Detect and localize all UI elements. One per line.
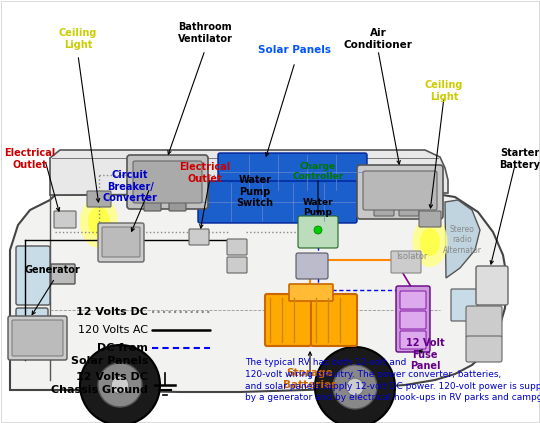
- FancyBboxPatch shape: [396, 286, 430, 352]
- Text: Stereo
radio
Alternator: Stereo radio Alternator: [442, 225, 482, 255]
- FancyBboxPatch shape: [399, 204, 419, 216]
- Text: DC from: DC from: [97, 343, 148, 353]
- FancyBboxPatch shape: [16, 246, 50, 305]
- Text: Solar Panels: Solar Panels: [71, 356, 148, 366]
- FancyBboxPatch shape: [419, 211, 441, 227]
- FancyBboxPatch shape: [198, 181, 357, 223]
- Text: Chassis Ground: Chassis Ground: [51, 385, 148, 395]
- Text: The typical RV has both 12-volt and
120-volt wiring circuitry. The power convert: The typical RV has both 12-volt and 120-…: [245, 358, 540, 402]
- FancyBboxPatch shape: [169, 199, 186, 211]
- FancyBboxPatch shape: [227, 239, 247, 255]
- FancyBboxPatch shape: [189, 229, 209, 245]
- Text: Air
Conditioner: Air Conditioner: [343, 28, 413, 49]
- Text: Charge
Controller: Charge Controller: [293, 162, 343, 181]
- FancyBboxPatch shape: [54, 211, 76, 228]
- FancyBboxPatch shape: [400, 311, 426, 329]
- FancyBboxPatch shape: [98, 223, 144, 262]
- Text: 12 Volt
Fuse
Panel: 12 Volt Fuse Panel: [406, 338, 444, 371]
- Circle shape: [315, 347, 395, 423]
- FancyBboxPatch shape: [16, 308, 48, 357]
- Text: 12 Volts DC: 12 Volts DC: [76, 307, 148, 317]
- Circle shape: [346, 378, 364, 396]
- Polygon shape: [50, 150, 448, 195]
- FancyBboxPatch shape: [363, 171, 437, 210]
- Text: Solar Panels: Solar Panels: [259, 45, 332, 55]
- FancyBboxPatch shape: [51, 264, 75, 284]
- FancyBboxPatch shape: [466, 306, 502, 338]
- FancyBboxPatch shape: [466, 336, 502, 362]
- Polygon shape: [445, 200, 480, 278]
- FancyBboxPatch shape: [391, 251, 421, 273]
- Text: Electrical
Outlet: Electrical Outlet: [4, 148, 56, 170]
- FancyBboxPatch shape: [476, 266, 508, 305]
- FancyBboxPatch shape: [296, 253, 328, 279]
- Text: Electrical
Outlet: Electrical Outlet: [179, 162, 231, 184]
- FancyBboxPatch shape: [289, 284, 333, 301]
- Text: 120 Volts AC: 120 Volts AC: [78, 325, 148, 335]
- Circle shape: [80, 345, 160, 423]
- Polygon shape: [10, 193, 507, 392]
- FancyBboxPatch shape: [218, 153, 367, 192]
- FancyBboxPatch shape: [357, 165, 443, 219]
- Text: Starter
Battery: Starter Battery: [500, 148, 540, 170]
- Text: Water
Pump
Switch: Water Pump Switch: [237, 175, 273, 208]
- FancyBboxPatch shape: [400, 331, 426, 349]
- Text: Generator: Generator: [24, 265, 80, 275]
- FancyBboxPatch shape: [8, 316, 67, 360]
- FancyBboxPatch shape: [311, 294, 357, 346]
- FancyBboxPatch shape: [12, 320, 63, 356]
- Text: 12 Volts DC: 12 Volts DC: [76, 372, 148, 382]
- FancyBboxPatch shape: [451, 289, 478, 321]
- Ellipse shape: [413, 217, 448, 267]
- FancyBboxPatch shape: [265, 294, 311, 346]
- FancyBboxPatch shape: [400, 291, 426, 309]
- Text: Bathroom
Ventilator: Bathroom Ventilator: [178, 22, 232, 44]
- Circle shape: [111, 376, 129, 394]
- FancyBboxPatch shape: [298, 216, 338, 248]
- Text: Ceiling
Light: Ceiling Light: [59, 28, 97, 49]
- Text: Ceiling
Light: Ceiling Light: [425, 80, 463, 102]
- FancyBboxPatch shape: [87, 191, 111, 207]
- Circle shape: [98, 363, 142, 407]
- Text: Circuit
Breaker/
Converter: Circuit Breaker/ Converter: [103, 170, 158, 203]
- Circle shape: [314, 226, 322, 234]
- FancyBboxPatch shape: [102, 227, 140, 257]
- Ellipse shape: [420, 228, 440, 256]
- FancyBboxPatch shape: [144, 199, 161, 211]
- Ellipse shape: [80, 196, 118, 248]
- FancyBboxPatch shape: [127, 155, 208, 209]
- Circle shape: [333, 365, 377, 409]
- Ellipse shape: [88, 207, 110, 237]
- FancyBboxPatch shape: [133, 161, 202, 203]
- Text: Storage
Batteries: Storage Batteries: [283, 368, 337, 390]
- FancyBboxPatch shape: [374, 204, 394, 216]
- Text: Water
Pump: Water Pump: [303, 198, 333, 217]
- Text: Isolator: Isolator: [396, 252, 428, 261]
- FancyBboxPatch shape: [227, 257, 247, 273]
